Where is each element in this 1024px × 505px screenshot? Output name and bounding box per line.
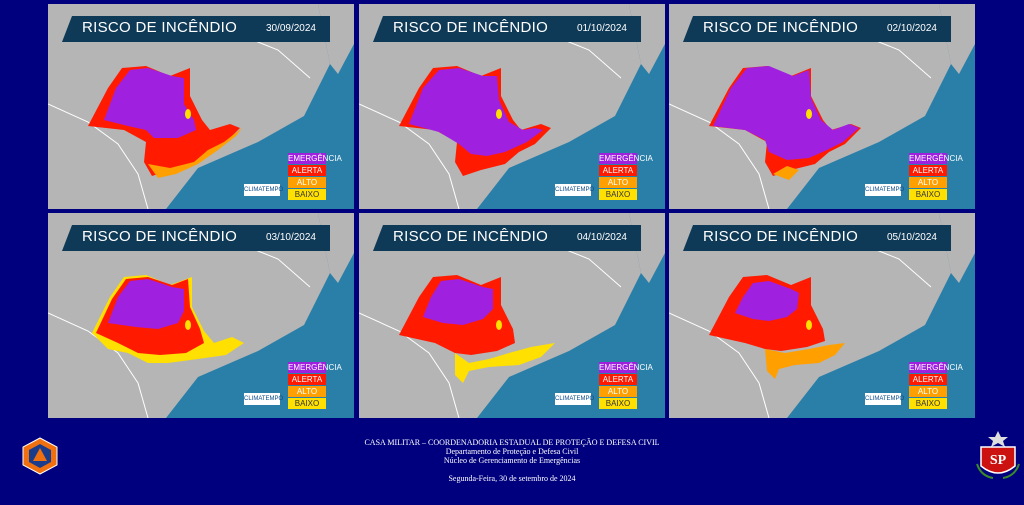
map-panel: RISCO DE INCÊNDIO 02/10/2024 EMERGÊNCIA … xyxy=(669,4,975,209)
sp-emblem-text: SP xyxy=(990,453,1007,468)
legend-baixo: BAIXO xyxy=(909,398,947,409)
legend-alto: ALTO xyxy=(599,177,637,188)
climatempo-logo: CLIMATEMPO xyxy=(244,393,283,405)
panel-date: 03/10/2024 xyxy=(265,232,316,243)
sp-state-coat-of-arms: SP xyxy=(976,431,1020,479)
defesa-civil-emblem xyxy=(22,437,58,475)
climatempo-logo: CLIMATEMPO xyxy=(865,184,904,196)
panel-date: 04/10/2024 xyxy=(576,232,627,243)
legend-alerta: ALERTA xyxy=(599,374,637,385)
title-banner: RISCO DE INCÊNDIO 03/10/2024 xyxy=(62,225,330,251)
legend-baixo: BAIXO xyxy=(599,398,637,409)
legend-alerta: ALERTA xyxy=(288,165,326,176)
risk-legend: EMERGÊNCIA ALERTA ALTO BAIXO xyxy=(909,153,963,201)
climatempo-logo: CLIMATEMPO xyxy=(555,184,594,196)
legend-alto: ALTO xyxy=(909,177,947,188)
footer-department: Departamento de Proteção e Defesa Civil xyxy=(445,447,579,456)
risk-legend: EMERGÊNCIA ALERTA ALTO BAIXO xyxy=(599,362,653,410)
footer-credits: CASA MILITAR – COORDENADORIA ESTADUAL DE… xyxy=(300,438,724,483)
legend-baixo: BAIXO xyxy=(909,189,947,200)
panel-date: 05/10/2024 xyxy=(886,232,937,243)
map-panel: RISCO DE INCÊNDIO 05/10/2024 EMERGÊNCIA … xyxy=(669,213,975,418)
panel-title: RISCO DE INCÊNDIO xyxy=(703,228,859,245)
footer-org: CASA MILITAR – COORDENADORIA ESTADUAL DE… xyxy=(364,438,660,447)
risk-legend: EMERGÊNCIA ALERTA ALTO BAIXO xyxy=(599,153,653,201)
legend-emergencia: EMERGÊNCIA xyxy=(909,362,963,373)
title-banner: RISCO DE INCÊNDIO 01/10/2024 xyxy=(373,16,641,42)
legend-emergencia: EMERGÊNCIA xyxy=(288,153,342,164)
legend-emergencia: EMERGÊNCIA xyxy=(599,362,653,373)
legend-alto: ALTO xyxy=(288,386,326,397)
risk-legend: EMERGÊNCIA ALERTA ALTO BAIXO xyxy=(288,362,342,410)
map-panel: RISCO DE INCÊNDIO 03/10/2024 EMERGÊNCIA … xyxy=(48,213,354,418)
legend-alerta: ALERTA xyxy=(909,374,947,385)
legend-emergencia: EMERGÊNCIA xyxy=(909,153,963,164)
panel-title: RISCO DE INCÊNDIO xyxy=(82,19,238,36)
legend-alerta: ALERTA xyxy=(599,165,637,176)
title-banner: RISCO DE INCÊNDIO 30/09/2024 xyxy=(62,16,330,42)
legend-alerta: ALERTA xyxy=(288,374,326,385)
fire-risk-map-grid: RISCO DE INCÊNDIO 30/09/2024 EMERGÊNCIA … xyxy=(48,4,976,418)
legend-emergencia: EMERGÊNCIA xyxy=(288,362,342,373)
climatempo-logo: CLIMATEMPO xyxy=(865,393,904,405)
map-panel: RISCO DE INCÊNDIO 01/10/2024 EMERGÊNCIA … xyxy=(359,4,665,209)
panel-title: RISCO DE INCÊNDIO xyxy=(82,228,238,245)
legend-baixo: BAIXO xyxy=(288,398,326,409)
title-banner: RISCO DE INCÊNDIO 02/10/2024 xyxy=(683,16,951,42)
map-panel: RISCO DE INCÊNDIO 04/10/2024 EMERGÊNCIA … xyxy=(359,213,665,418)
legend-emergencia: EMERGÊNCIA xyxy=(599,153,653,164)
panel-title: RISCO DE INCÊNDIO xyxy=(393,19,549,36)
climatempo-logo: CLIMATEMPO xyxy=(555,393,594,405)
title-banner: RISCO DE INCÊNDIO 05/10/2024 xyxy=(683,225,951,251)
legend-baixo: BAIXO xyxy=(288,189,326,200)
panel-date: 01/10/2024 xyxy=(576,23,627,34)
panel-title: RISCO DE INCÊNDIO xyxy=(393,228,549,245)
legend-alto: ALTO xyxy=(288,177,326,188)
panel-title: RISCO DE INCÊNDIO xyxy=(703,19,859,36)
map-panel: RISCO DE INCÊNDIO 30/09/2024 EMERGÊNCIA … xyxy=(48,4,354,209)
legend-alto: ALTO xyxy=(599,386,637,397)
climatempo-logo: CLIMATEMPO xyxy=(244,184,283,196)
legend-alerta: ALERTA xyxy=(909,165,947,176)
risk-legend: EMERGÊNCIA ALERTA ALTO BAIXO xyxy=(288,153,342,201)
fire-risk-map xyxy=(48,213,354,418)
fire-risk-map xyxy=(359,213,665,418)
risk-legend: EMERGÊNCIA ALERTA ALTO BAIXO xyxy=(909,362,963,410)
panel-date: 02/10/2024 xyxy=(886,23,937,34)
fire-risk-map xyxy=(48,4,354,209)
legend-baixo: BAIXO xyxy=(599,189,637,200)
footer-date: Segunda-Feira, 30 de setembro de 2024 xyxy=(448,474,576,483)
panel-date: 30/09/2024 xyxy=(265,23,316,34)
fire-risk-map xyxy=(669,4,975,209)
legend-alto: ALTO xyxy=(909,386,947,397)
footer-unit: Núcleo de Gerenciamento de Emergências xyxy=(443,456,581,465)
title-banner: RISCO DE INCÊNDIO 04/10/2024 xyxy=(373,225,641,251)
